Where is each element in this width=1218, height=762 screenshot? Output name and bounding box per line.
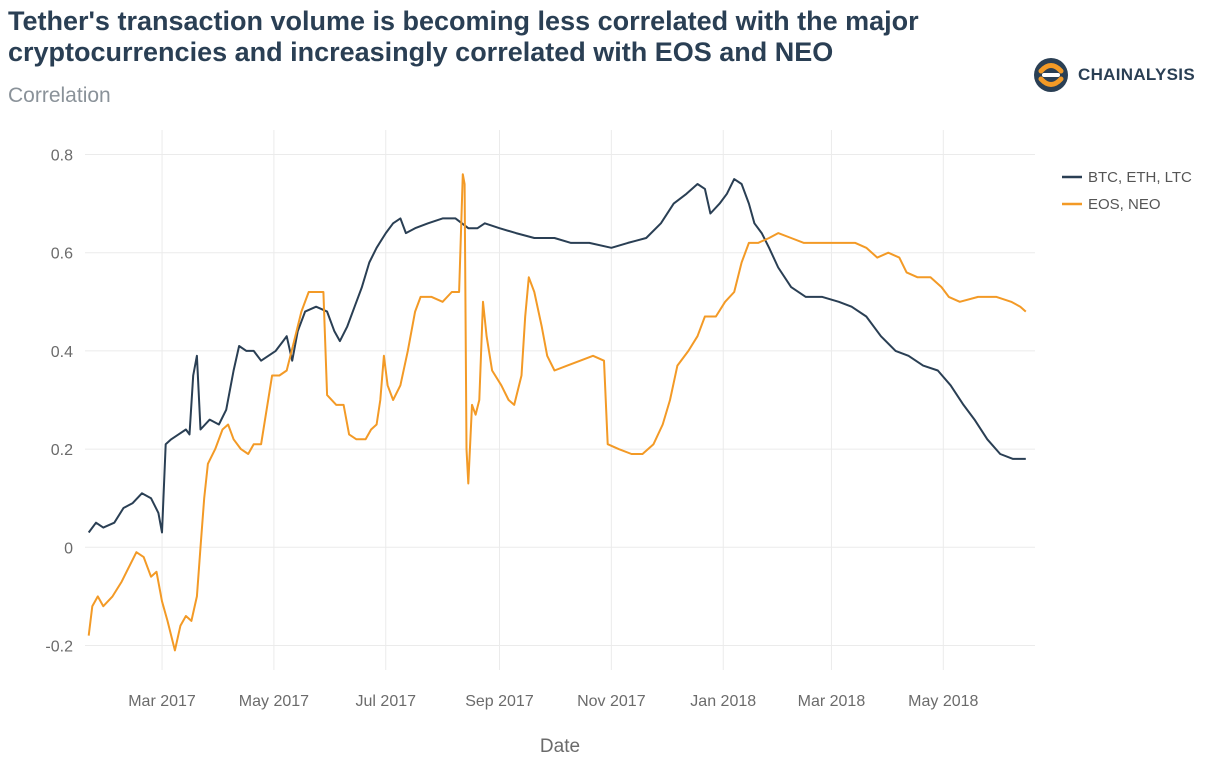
series-line-2 (87, 173, 1027, 652)
series-line-1 (87, 178, 1026, 534)
chart-legend: BTC, ETH, LTC EOS, NEO (1062, 169, 1192, 213)
y-tick-label: 0.4 (51, 344, 73, 361)
x-tick-label: Sep 2017 (465, 693, 534, 710)
chart-series (87, 173, 1027, 652)
x-axis-title: Date (540, 736, 580, 757)
x-tick-label: May 2018 (908, 693, 978, 710)
x-tick-label: May 2017 (239, 693, 309, 710)
chart-subtitle: Correlation (8, 84, 111, 107)
x-tick-label: Mar 2017 (128, 693, 196, 710)
brand-name: CHAINALYSIS (1078, 65, 1195, 84)
y-axis-ticks: -0.2 0 0.2 0.4 0.6 0.8 (45, 148, 73, 656)
legend-label: EOS, NEO (1088, 196, 1161, 213)
y-tick-label: 0 (64, 540, 73, 557)
chainalysis-logo-icon (1034, 58, 1068, 92)
x-tick-label: Jan 2018 (690, 693, 756, 710)
x-tick-label: Mar 2018 (798, 693, 866, 710)
x-axis-ticks: Mar 2017 May 2017 Jul 2017 Sep 2017 Nov 2017… (128, 693, 978, 710)
legend-label: BTC, ETH, LTC (1088, 169, 1192, 186)
y-tick-label: -0.2 (45, 638, 73, 655)
x-tick-label: Nov 2017 (577, 693, 646, 710)
y-tick-label: 0.2 (51, 442, 73, 459)
y-tick-label: 0.6 (51, 246, 73, 263)
y-tick-label: 0.8 (51, 148, 73, 165)
brand-logo: CHAINALYSIS (1032, 56, 1195, 94)
x-tick-label: Jul 2017 (356, 693, 417, 710)
chart-title: Tether's transaction volume is becoming … (8, 6, 919, 67)
chart-grid (85, 130, 1035, 670)
